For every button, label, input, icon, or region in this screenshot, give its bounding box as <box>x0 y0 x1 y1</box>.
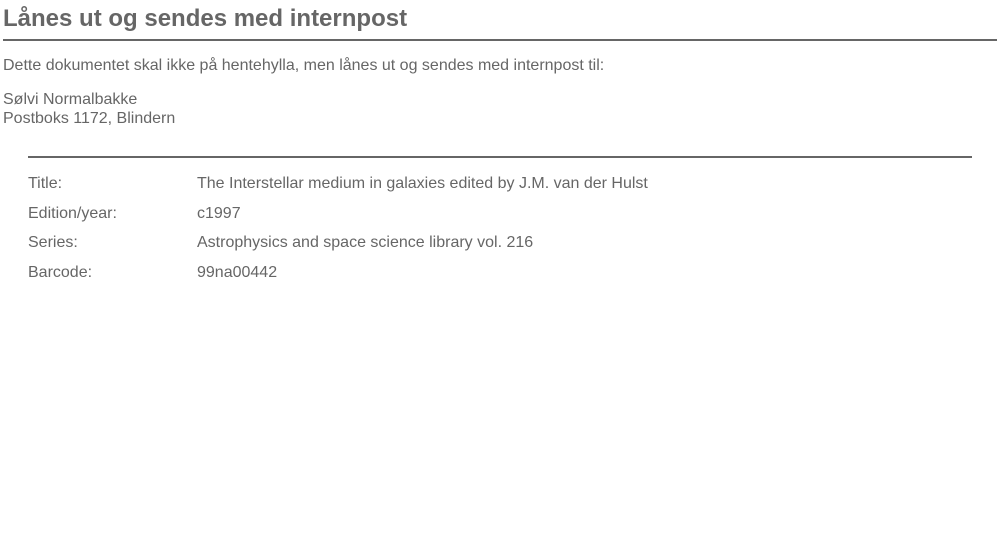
details-list: Title: The Interstellar medium in galaxi… <box>28 174 972 292</box>
title-divider <box>3 39 997 41</box>
detail-row-edition: Edition/year: c1997 <box>28 204 972 234</box>
detail-label: Series: <box>28 234 78 251</box>
detail-value: 99na00442 <box>197 263 278 281</box>
detail-value: c1997 <box>197 204 241 222</box>
loan-slip-page: Lånes ut og sendes med internpost Dette … <box>3 5 997 292</box>
detail-value: Astrophysics and space science library v… <box>197 234 534 251</box>
detail-row-title: Title: The Interstellar medium in galaxi… <box>28 174 972 204</box>
detail-label: Barcode: <box>28 263 93 281</box>
detail-row-series: Series: Astrophysics and space science l… <box>28 233 972 263</box>
recipient-address: Sølvi Normalbakke Postboks 1172, Blinder… <box>3 90 997 128</box>
detail-label: Title: <box>28 175 63 192</box>
detail-value: The Interstellar medium in galaxies edit… <box>197 175 648 192</box>
recipient-postbox: Postboks 1172, Blindern <box>3 110 176 127</box>
detail-row-barcode: Barcode: 99na00442 <box>28 263 972 293</box>
document-details: Title: The Interstellar medium in galaxi… <box>28 156 972 292</box>
details-divider <box>28 156 972 158</box>
page-title: Lånes ut og sendes med internpost <box>3 5 408 32</box>
detail-label: Edition/year: <box>28 204 117 222</box>
recipient-name: Sølvi Normalbakke <box>3 91 138 108</box>
intro-text: Dette dokumentet skal ikke på hentehylla… <box>3 57 605 74</box>
